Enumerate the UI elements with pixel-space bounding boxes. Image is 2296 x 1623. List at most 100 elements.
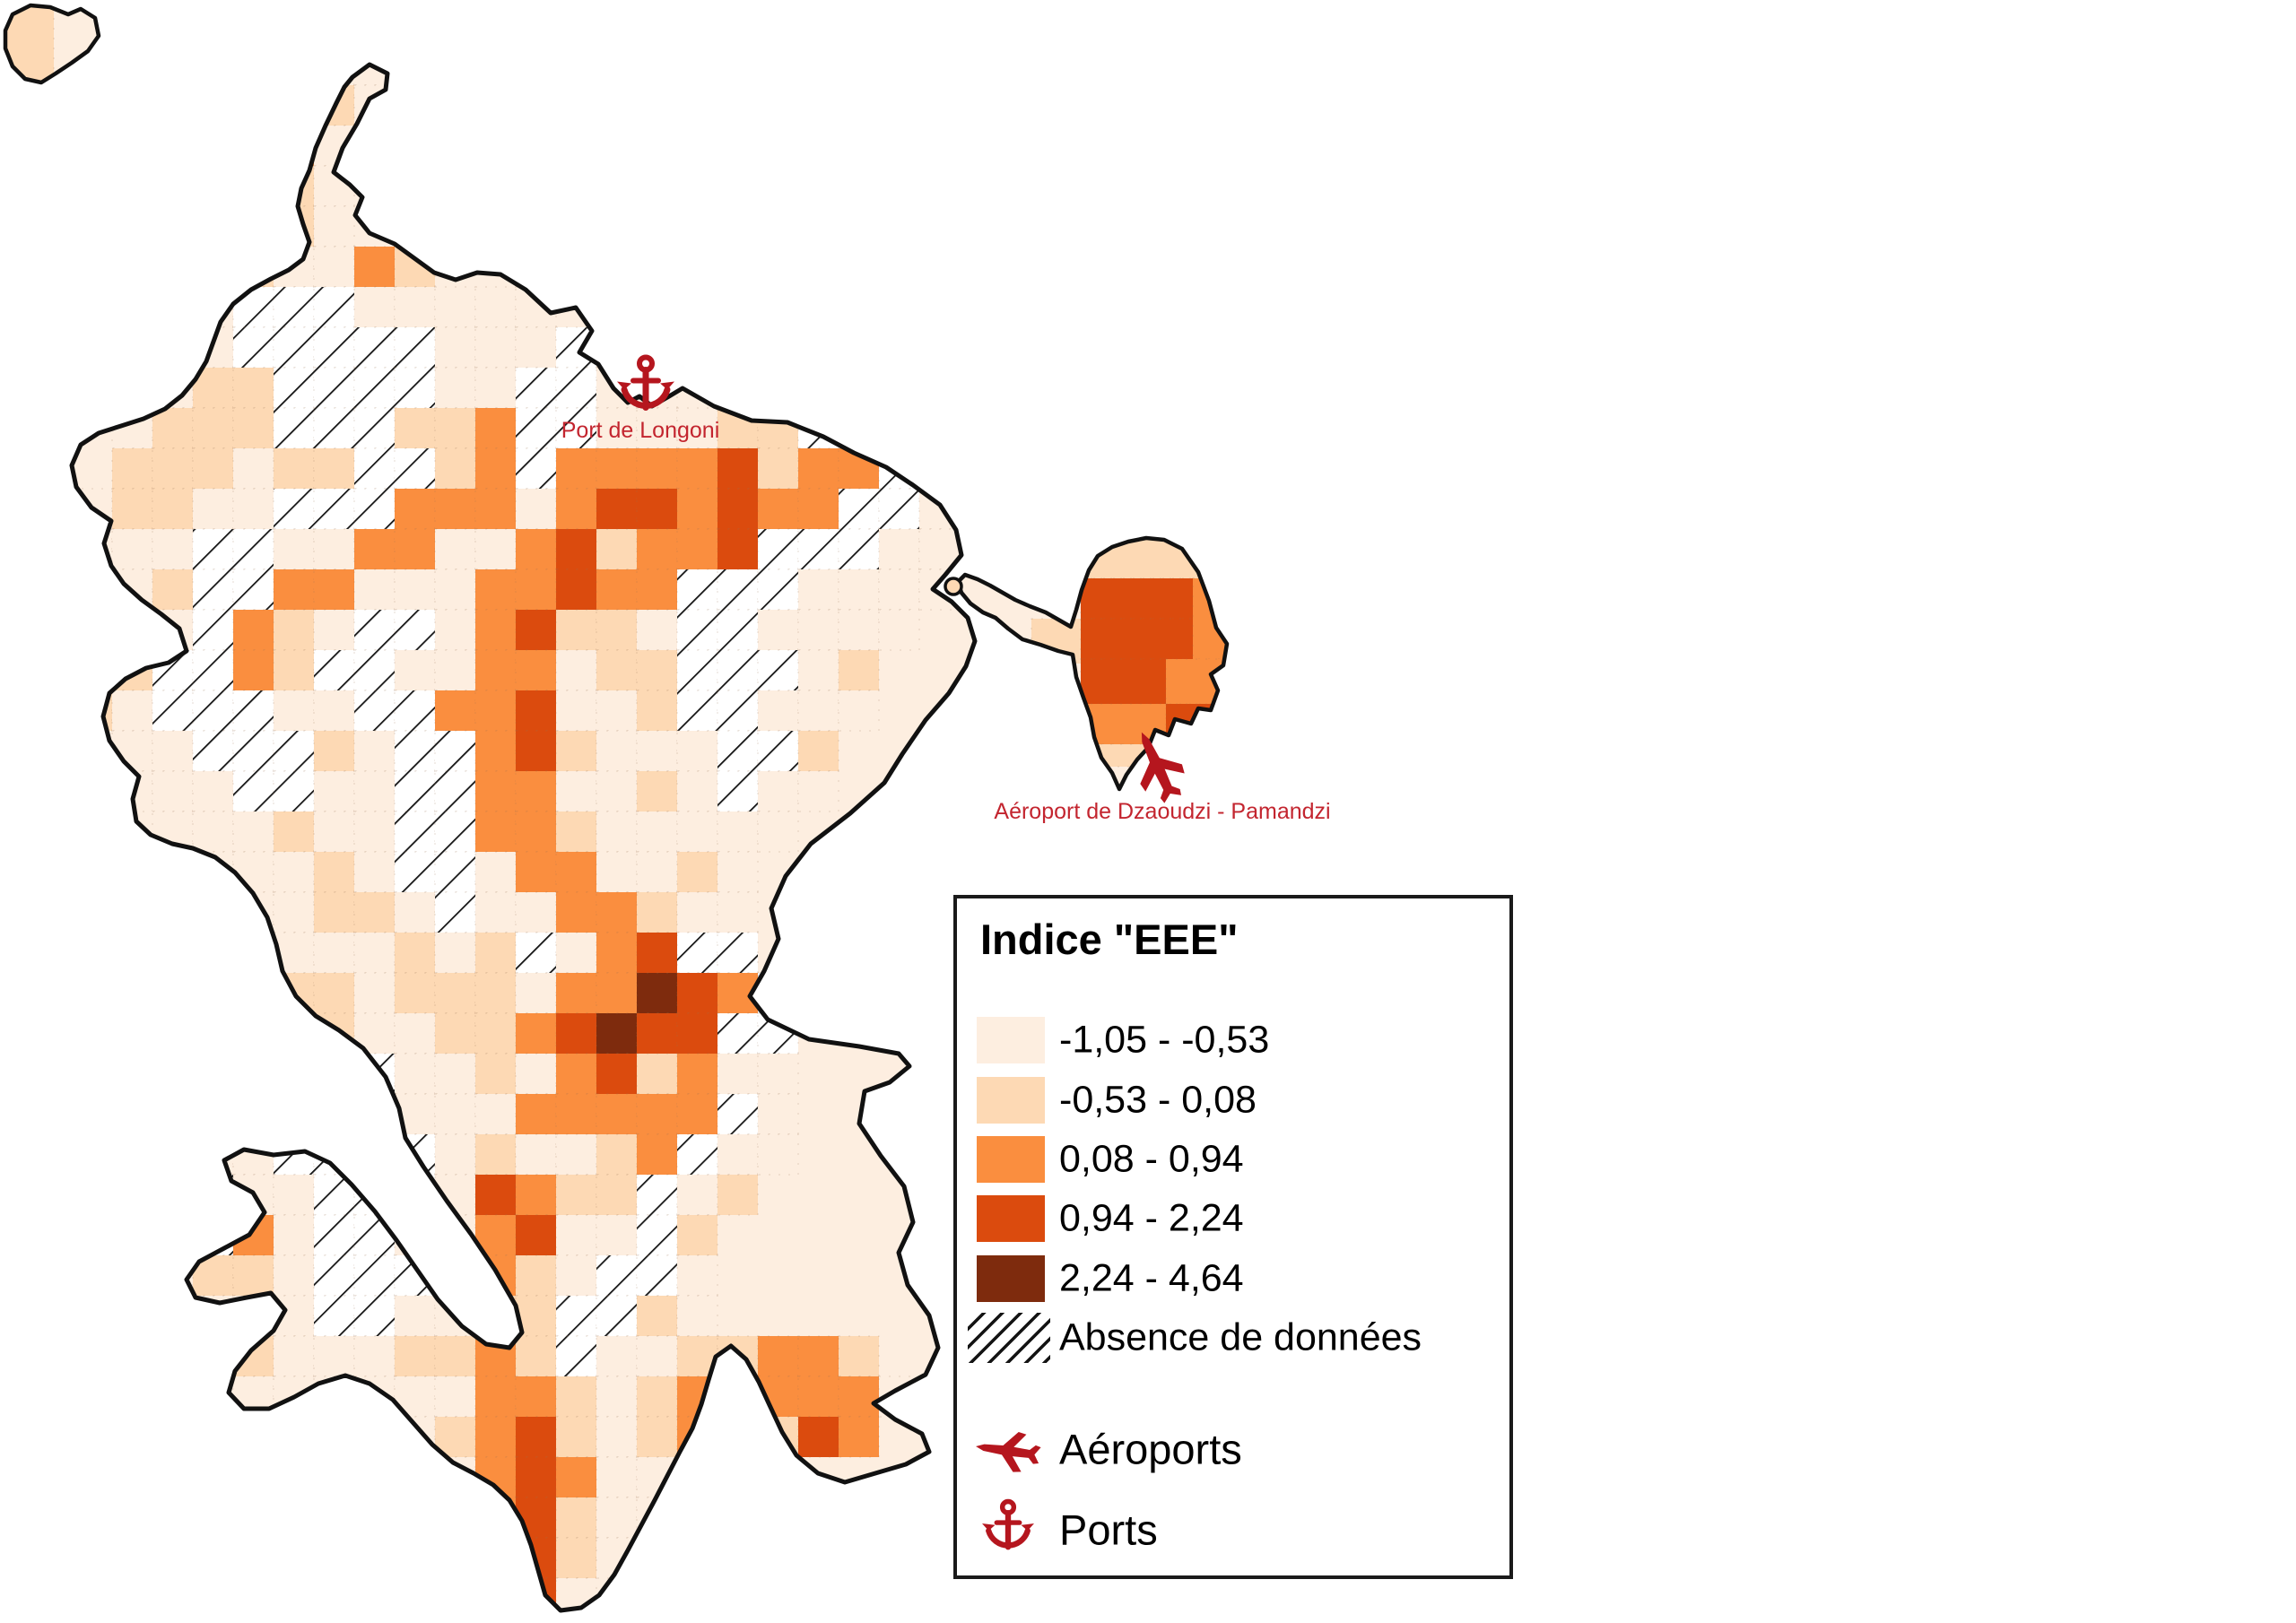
grid-cell: [555, 972, 597, 1014]
grid-cell: [192, 286, 234, 328]
grid-cell: [555, 1335, 597, 1377]
grid-cell: [394, 891, 436, 933]
grid-cell: [0, 85, 31, 126]
grid-cell: [636, 1174, 678, 1216]
grid-cell: [192, 568, 234, 611]
grid-cell: [273, 286, 315, 328]
grid-cell: [273, 649, 315, 691]
grid-cell: [232, 407, 274, 449]
grid-cell: [515, 690, 557, 732]
grid-cell: [434, 649, 476, 691]
anchor-icon: [982, 1498, 1034, 1562]
grid-cell: [636, 528, 678, 570]
grid-cell: [232, 367, 274, 409]
grid-cell: [152, 447, 194, 490]
grid-cell: [434, 932, 476, 974]
grid-cell: [474, 1577, 517, 1610]
grid-cell: [273, 1174, 315, 1216]
grid-cell: [717, 1053, 759, 1095]
grid-cell: [515, 1093, 557, 1135]
grid-cell: [636, 1053, 678, 1095]
grid-cell: [273, 407, 315, 449]
grid-cell: [797, 690, 839, 732]
grid-cell: [474, 1174, 517, 1216]
grid-cell: [474, 730, 517, 772]
grid-cell: [353, 407, 396, 449]
grid-cell: [555, 1093, 597, 1135]
legend-ports-label: Ports: [1059, 1506, 1158, 1554]
grid-cell: [192, 407, 234, 449]
airport-dzaoudzi-label: Aéroport de Dzaoudzi - Pamandzi: [994, 799, 1331, 824]
grid-cell: [515, 326, 557, 369]
grid-cell: [797, 1376, 839, 1418]
grid-cell: [232, 730, 274, 772]
grid-cell: [757, 1456, 799, 1498]
grid-cell: [959, 488, 975, 530]
grid-cell: [353, 1093, 396, 1135]
grid-cell: [797, 1335, 839, 1377]
grid-cell: [636, 811, 678, 853]
grid-cell: [72, 84, 73, 126]
grid-cell: [394, 326, 436, 369]
grid-cell: [434, 1012, 476, 1055]
grid-cell: [596, 1012, 638, 1055]
grid-cell: [797, 770, 839, 812]
grid-cell: [273, 851, 315, 893]
grid-cell: [313, 246, 355, 288]
grid-cell: [918, 407, 961, 449]
grid-cell: [434, 326, 476, 369]
grid-cell: [72, 609, 113, 651]
grid-cell: [353, 568, 396, 611]
grid-cell: [353, 891, 396, 933]
grid-cell: [273, 1093, 315, 1135]
grid-cell: [434, 528, 476, 570]
legend-class-row: 0,08 - 0,94: [957, 1136, 1509, 1183]
grid-cell: [353, 367, 396, 409]
grid-cell: [636, 932, 678, 974]
grid-cell: [434, 286, 476, 328]
grid-cell: [273, 1012, 315, 1055]
grid-cell: [434, 1093, 476, 1135]
grid-cell: [192, 770, 234, 812]
grid-cell: [313, 568, 355, 611]
legend-swatch: [977, 1195, 1045, 1242]
grid-cell: [757, 528, 799, 570]
grid-cell: [474, 891, 517, 933]
grid-cell: [757, 972, 799, 1014]
legend-title: Indice "EEE": [980, 916, 1239, 963]
grid-cell: [596, 488, 638, 530]
grid-cell: [394, 447, 436, 490]
grid-cell: [232, 568, 274, 611]
grid-cell: [232, 1214, 274, 1256]
grid-cell: [797, 447, 839, 490]
grid-cell: [797, 609, 839, 651]
grid-cell: [273, 690, 315, 732]
grid-cell: [757, 730, 799, 772]
grid-cell: [394, 770, 436, 812]
grid-cell: [353, 609, 396, 651]
grid-cell: [555, 407, 597, 449]
grid-cell: [474, 286, 517, 328]
grid-cell: [232, 528, 274, 570]
grid-cell: [434, 1335, 476, 1377]
grid-cell: [676, 528, 718, 570]
grid-cell: [515, 649, 557, 691]
grid-cell: [313, 1214, 355, 1256]
grid-cell: [717, 1133, 759, 1176]
grid-cell: [636, 1133, 678, 1176]
grid-cell: [192, 488, 234, 530]
grid-cell: [474, 649, 517, 691]
grid-cell: [596, 932, 638, 974]
grid-cell: [353, 649, 396, 691]
grid-cell: [313, 286, 355, 328]
grid-cell: [596, 690, 638, 732]
grid-cell: [394, 1295, 436, 1337]
grid-cell: [878, 568, 920, 611]
grid-cell: [717, 1093, 759, 1135]
grid-cell: [838, 528, 880, 570]
grid-cell: [313, 1254, 355, 1297]
grid-cell: [596, 1376, 638, 1418]
grid-cell: [192, 528, 234, 570]
grid-cell: [273, 730, 315, 772]
grid-cell: [797, 568, 839, 611]
